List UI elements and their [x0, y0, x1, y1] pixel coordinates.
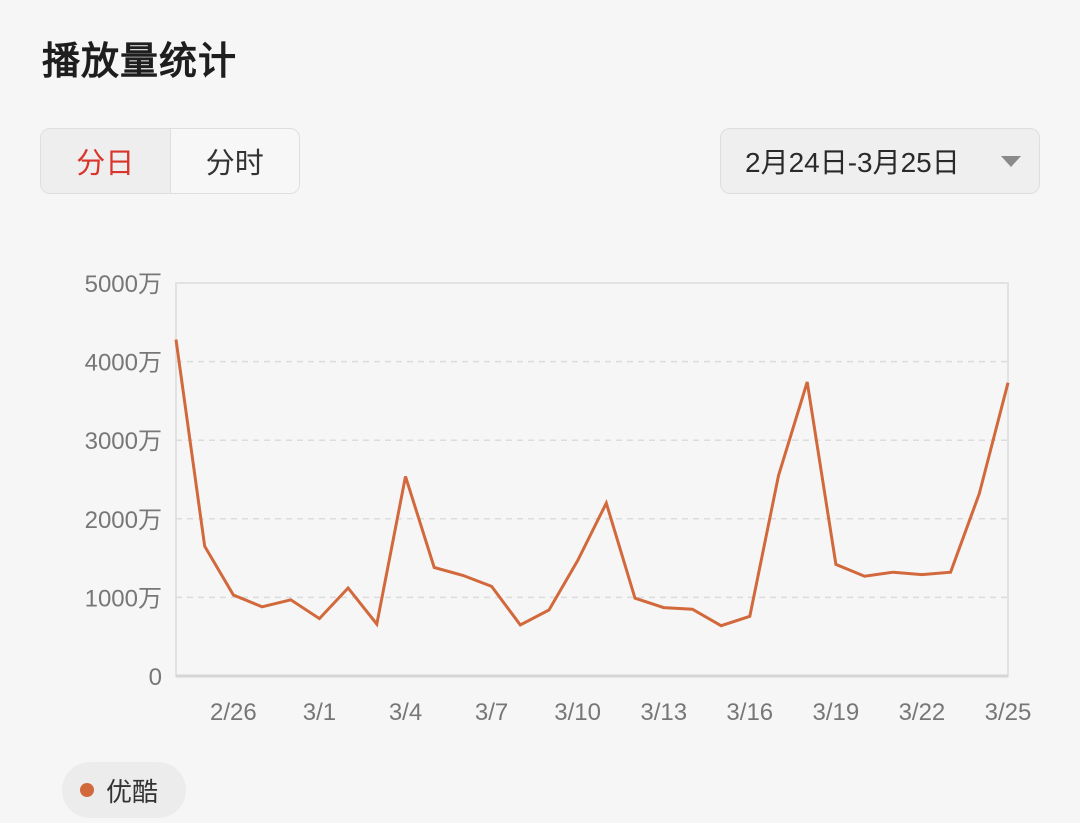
data-point	[863, 574, 867, 578]
date-range-label: 2月24日-3月25日	[745, 147, 960, 178]
data-point	[633, 596, 637, 600]
data-point	[404, 474, 408, 478]
data-point	[1006, 381, 1010, 385]
granularity-toggle: 分日 分时	[40, 128, 300, 194]
data-point	[231, 593, 235, 597]
y-tick-label: 0	[149, 664, 162, 691]
data-point	[576, 558, 580, 562]
x-tick-label: 3/4	[389, 699, 422, 726]
x-tick-label: 3/16	[726, 699, 773, 726]
data-point	[949, 570, 953, 574]
date-range-dropdown[interactable]: 2月24日-3月25日	[720, 128, 1040, 194]
series-line-youku	[174, 339, 1010, 628]
legend-label: 优酷	[106, 777, 159, 808]
data-point	[776, 474, 780, 478]
x-tick-label: 3/10	[554, 699, 601, 726]
data-point	[432, 566, 436, 570]
line-chart: 0 1000万 2000万 3000万 4000万 5000万 2/26 3/1 3/4 3/7 3…	[85, 271, 1032, 726]
data-point	[260, 605, 264, 609]
data-point	[461, 573, 465, 577]
chevron-down-icon	[1001, 156, 1021, 167]
legend-dot-icon	[80, 783, 94, 797]
y-tick-label: 4000万	[85, 350, 162, 377]
data-point	[375, 622, 379, 626]
data-point	[518, 623, 522, 627]
plot-frame	[175, 282, 1009, 677]
data-point	[490, 584, 494, 588]
data-point	[891, 570, 895, 574]
x-tick-label: 3/1	[303, 699, 336, 726]
data-point	[346, 586, 350, 590]
data-point	[174, 338, 178, 342]
y-tick-label: 2000万	[85, 507, 162, 534]
x-tick-label: 3/13	[640, 699, 687, 726]
data-point	[662, 606, 666, 610]
data-point	[317, 617, 321, 621]
data-point	[805, 380, 809, 384]
data-point	[920, 573, 924, 577]
data-point	[690, 607, 694, 611]
data-point	[203, 544, 207, 548]
data-point	[604, 501, 608, 505]
data-point	[834, 562, 838, 566]
page-title: 播放量统计	[42, 39, 238, 83]
data-point	[977, 492, 981, 496]
data-point	[719, 624, 723, 628]
tab-hourly[interactable]: 分时	[170, 129, 299, 193]
tab-daily[interactable]: 分日	[41, 129, 171, 193]
legend-item-youku[interactable]: 优酷	[62, 762, 186, 818]
data-point	[289, 598, 293, 602]
y-tick-label: 5000万	[85, 271, 162, 298]
data-point	[547, 608, 551, 612]
data-point	[748, 614, 752, 618]
x-tick-label: 3/22	[899, 699, 946, 726]
x-tick-label: 3/25	[985, 699, 1032, 726]
x-tick-label: 3/7	[475, 699, 508, 726]
y-tick-label: 1000万	[85, 585, 162, 612]
x-tick-label: 3/19	[813, 699, 860, 726]
y-tick-label: 3000万	[85, 428, 162, 455]
x-tick-label: 2/26	[210, 699, 257, 726]
